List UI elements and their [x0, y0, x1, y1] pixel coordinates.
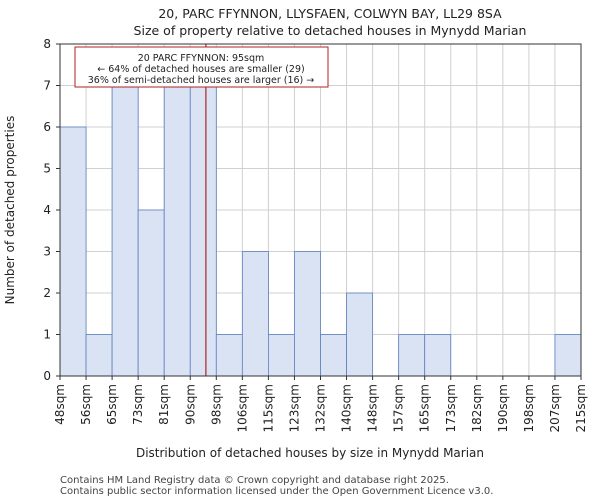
x-tick-label: 132sqm	[314, 384, 328, 432]
bar	[294, 251, 321, 377]
x-ticks: 48sqm 56sqm 65sqm 73sqm 81sqm 90sqm 98sqm 106sq…	[53, 376, 588, 432]
y-tick-label: 3	[43, 245, 51, 259]
y-ticks: 0 1 2 3 4 5 6 7 8	[43, 37, 60, 383]
bar	[320, 334, 347, 377]
y-tick-label: 7	[43, 79, 51, 93]
chart-subtitle: Size of property relative to detached ho…	[134, 23, 527, 38]
bar	[111, 85, 139, 377]
bar	[137, 209, 165, 377]
bar	[163, 85, 191, 377]
bars	[59, 85, 582, 377]
annotation-line-3: 36% of semi-detached houses are larger (…	[88, 75, 315, 86]
x-tick-label: 148sqm	[366, 384, 380, 432]
annotation-frame	[74, 46, 329, 88]
footer-line-2: Contains public sector information licen…	[60, 486, 493, 497]
x-tick-label: 115sqm	[261, 384, 275, 432]
x-tick-label: 48sqm	[53, 384, 67, 425]
bar	[241, 251, 269, 377]
bar	[346, 292, 373, 377]
x-tick-label: 173sqm	[444, 384, 458, 432]
annotation-line-1: 20 PARC FFYNNON: 95sqm	[138, 53, 265, 64]
x-tick-label: 56sqm	[79, 384, 93, 425]
y-tick-label: 2	[43, 286, 51, 300]
y-tick-label: 8	[43, 37, 51, 51]
y-axis-label: Number of detached properties	[3, 116, 17, 305]
x-axis-label: Distribution of detached houses by size …	[136, 446, 484, 460]
y-tick-label: 0	[43, 369, 51, 383]
x-tick-label: 182sqm	[470, 384, 484, 432]
annotation-line-2: ← 64% of detached houses are smaller (29…	[97, 64, 304, 75]
y-tick-label: 6	[43, 120, 51, 134]
y-tick-label: 1	[43, 328, 51, 342]
x-tick-label: 123sqm	[287, 384, 301, 432]
x-tick-label: 73sqm	[131, 384, 145, 425]
y-tick-label: 5	[43, 162, 51, 176]
bar	[267, 334, 295, 377]
bar	[554, 334, 582, 377]
bar	[85, 334, 113, 377]
x-tick-label: 190sqm	[496, 384, 510, 432]
x-tick-label: 98sqm	[209, 384, 223, 425]
x-tick-label: 65sqm	[105, 384, 119, 425]
bar	[424, 334, 452, 377]
x-tick-label: 215sqm	[574, 384, 588, 432]
footer-line-1: Contains HM Land Registry data © Crown c…	[60, 475, 449, 486]
bar	[398, 334, 426, 377]
bar	[189, 85, 217, 377]
x-tick-label: 106sqm	[235, 384, 249, 432]
x-tick-label: 198sqm	[522, 384, 536, 432]
x-tick-label: 165sqm	[418, 384, 432, 432]
x-tick-label: 90sqm	[183, 384, 197, 425]
x-tick-label: 81sqm	[157, 384, 171, 425]
bar	[215, 334, 243, 377]
chart-title: 20, PARC FFYNNON, LLYSFAEN, COLWYN BAY, …	[158, 6, 502, 21]
bar	[59, 126, 87, 377]
y-tick-label: 4	[43, 203, 51, 217]
x-tick-label: 157sqm	[392, 384, 406, 432]
annotation-box: 20 PARC FFYNNON: 95sqm ← 64% of detached…	[74, 46, 329, 88]
x-tick-label: 140sqm	[340, 384, 354, 432]
x-tick-label: 207sqm	[548, 384, 562, 432]
